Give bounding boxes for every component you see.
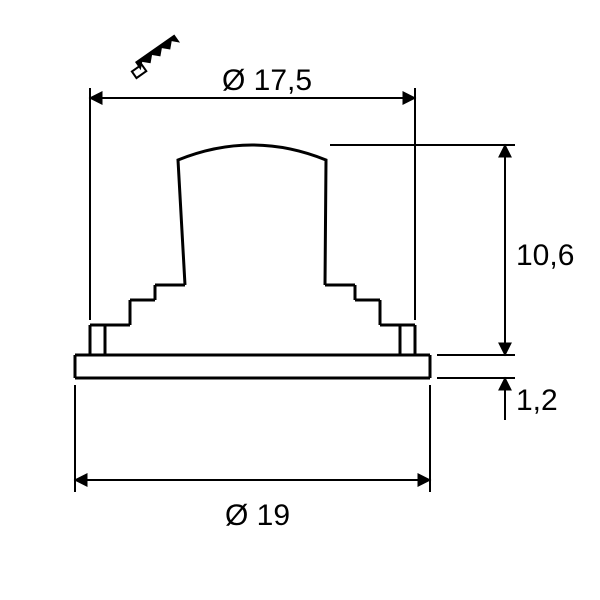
outer-diameter-label: Ø 19 [225,499,290,532]
height-label: 10,6 [516,239,574,272]
dimension-flange [437,355,515,420]
cutout-diameter-label: Ø 17,5 [222,64,312,97]
flange-label: 1,2 [516,384,558,417]
technical-drawing: Ø 17,5 Ø 19 10,6 1,2 [0,0,600,600]
dimension-cutout-diameter [90,88,415,320]
dimension-height [330,145,515,355]
fixture-outline [75,145,430,378]
holesaw-icon [128,34,182,78]
dimension-outer-diameter [75,385,430,492]
